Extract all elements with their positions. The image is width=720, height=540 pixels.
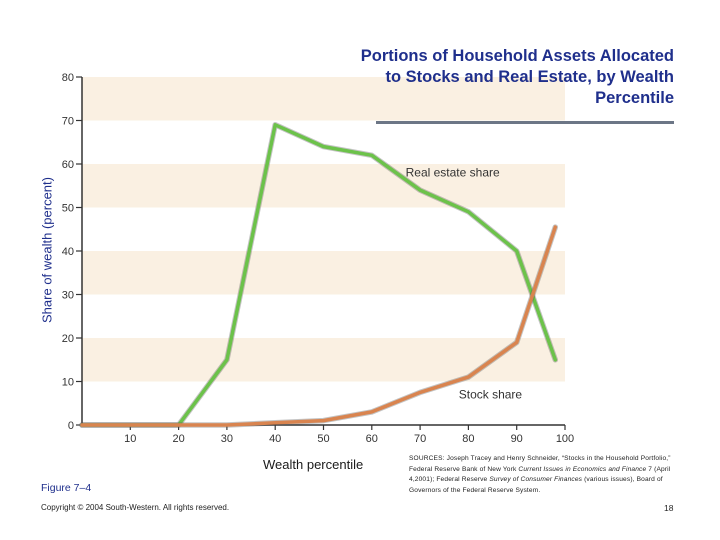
y-tick-label: 20 [62,333,74,345]
copyright-text: Copyright © 2004 South-Western. All righ… [41,503,230,512]
x-tick-label: 20 [172,433,184,445]
sources-text: 7 (April 4,2001); Federal Reserve [409,465,671,484]
sources-text: SOURCES: Joseph Tracey and Henry Schneid… [409,455,671,473]
survey-title: Survey of Consumer Finances [489,476,583,484]
x-tick-label: 50 [317,433,329,445]
x-tick-label: 10 [124,433,136,445]
y-tick-label: 30 [62,290,74,302]
stock-label: Stock share [459,388,523,402]
x-axis: 10 20 30 40 50 60 70 80 90 100 [82,424,574,445]
title-underline [376,121,674,124]
y-tick-label: 10 [62,377,74,389]
y-tick-label: 0 [68,420,74,432]
grid-band [82,338,565,382]
y-tick-label: 80 [62,72,74,84]
series-labels: Real estate share Stock share [406,166,523,402]
y-tick-label: 60 [62,159,74,171]
x-tick-label: 70 [414,433,426,445]
x-tick-label: 80 [462,433,474,445]
x-tick-label: 40 [269,433,281,445]
x-tick-label: 90 [511,433,523,445]
y-tick-label: 50 [62,203,74,215]
stock-line [80,225,558,427]
x-tick-label: 30 [221,433,233,445]
real-estate-label: Real estate share [406,166,500,180]
real-estate-line [80,123,558,427]
grid-band [82,251,565,295]
grid-band [82,77,565,121]
x-tick-label: 100 [556,433,574,445]
series-lines [79,122,559,428]
background-bands [82,77,565,382]
chart-title: Portions of Household Assets Allocated t… [360,47,674,107]
sources-note: SOURCES: Joseph Tracey and Henry Schneid… [409,454,684,496]
grid-band [82,164,565,208]
x-tick-label: 60 [366,433,378,445]
y-tick-label: 70 [62,116,74,128]
y-axis: 0 10 20 30 40 50 60 70 80 [62,72,83,432]
figure-label: Figure 7–4 [41,482,92,494]
y-axis-label: Share of wealth (percent) [39,177,55,323]
sources-text: (various issues), Board of Governors of … [409,476,663,494]
page-number: 18 [664,503,674,513]
journal-title: Current Issues in Economics and Finance [518,465,647,473]
x-axis-label: Wealth percentile [263,457,364,472]
y-tick-label: 40 [62,246,74,258]
